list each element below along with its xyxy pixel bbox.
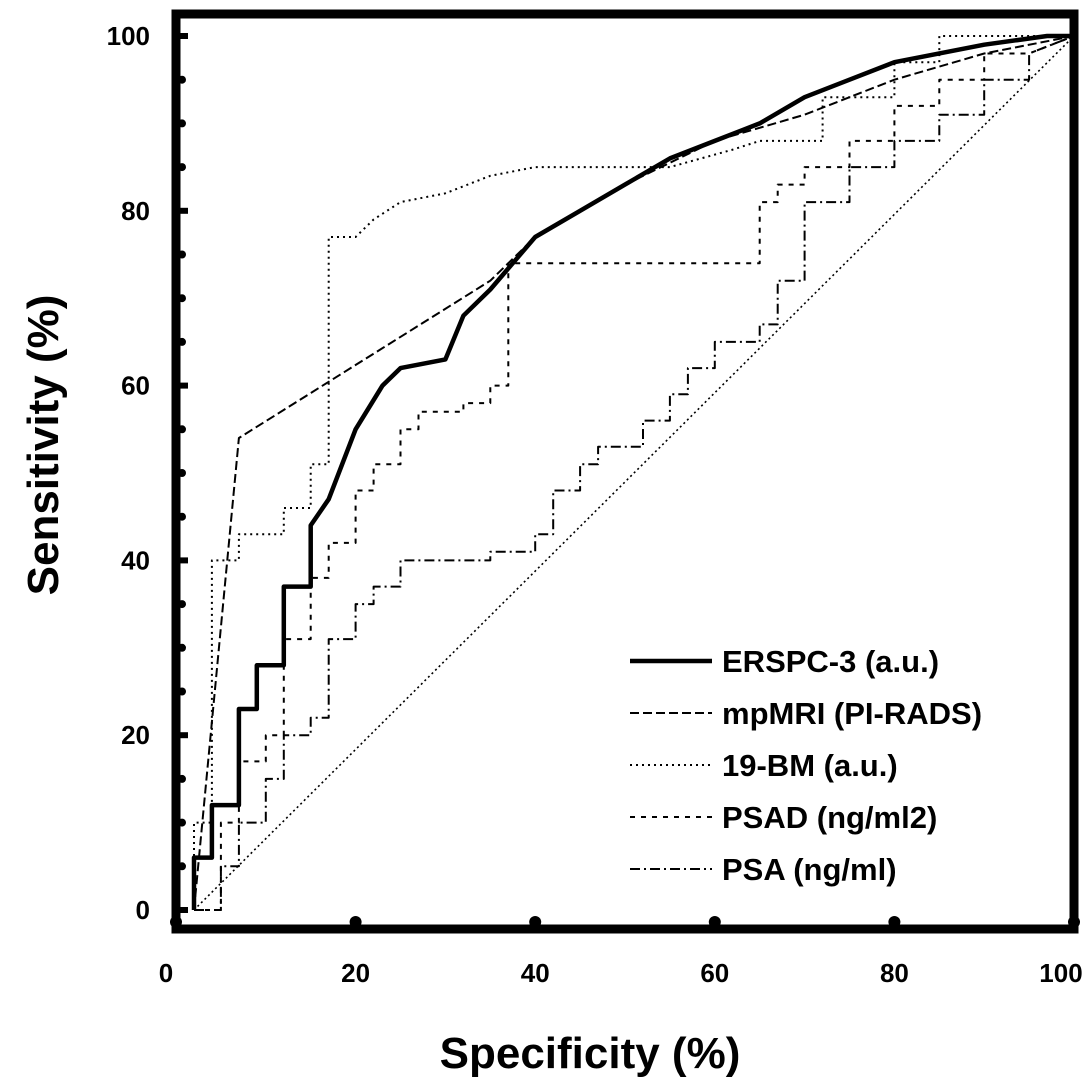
x-tick-label: 40 [521, 958, 550, 988]
x-tick-label: 80 [880, 958, 909, 988]
legend-label-1: mpMRI (PI-RADS) [722, 696, 982, 731]
y-minor-tick [178, 862, 186, 871]
x-tick-mark [708, 916, 721, 928]
legend-label-3: PSAD (ng/ml2) [722, 800, 937, 835]
y-minor-tick [178, 119, 186, 128]
x-tick-label: 0 [159, 958, 173, 988]
y-axis-title: Sensitivity (%) [19, 295, 68, 596]
series-line-0 [191, 33, 1074, 910]
y-minor-tick [178, 337, 186, 346]
y-minor-tick [178, 469, 186, 477]
y-tick-label: 40 [121, 545, 150, 575]
y-tick-label: 20 [121, 720, 150, 750]
legend-label-4: PSA (ng/ml) [722, 852, 897, 887]
x-tick-mark [529, 916, 542, 928]
y-minor-tick [178, 163, 186, 172]
legend-label-2: 19-BM (a.u.) [722, 748, 898, 783]
x-tick-mark [170, 916, 182, 928]
y-axis-ticks: 0 20 40 60 80 100 [107, 21, 188, 925]
y-minor-tick [178, 774, 186, 783]
x-tick-label: 100 [1039, 958, 1082, 988]
y-minor-tick [178, 600, 186, 609]
y-tick-label: 100 [107, 21, 150, 51]
x-axis-title: Specificity (%) [440, 1029, 741, 1078]
y-tick-label: 60 [121, 371, 150, 401]
x-tick-mark [888, 916, 901, 928]
reference-diagonal [193, 35, 1074, 911]
series-layer [191, 33, 1074, 911]
x-tick-label: 20 [341, 958, 370, 988]
y-minor-tick [178, 294, 186, 303]
x-tick-label: 60 [700, 958, 729, 988]
y-minor-tick [178, 643, 186, 652]
y-minor-tick [178, 687, 186, 696]
legend: ERSPC-3 (a.u.) mpMRI (PI-RADS) 19-BM (a.u.… [630, 644, 982, 887]
x-tick-mark [349, 916, 362, 928]
y-minor-tick [178, 250, 186, 259]
y-minor-tick [178, 512, 186, 521]
series-line-3 [194, 35, 1074, 911]
y-tick-label: 0 [136, 895, 150, 925]
y-minor-tick [178, 818, 186, 827]
y-tick-label: 80 [121, 196, 150, 226]
legend-label-0: ERSPC-3 (a.u.) [722, 644, 939, 679]
y-minor-tick [178, 75, 186, 84]
x-tick-mark [1068, 916, 1080, 928]
x-axis-ticks: 0 20 40 60 80 100 [159, 916, 1083, 988]
plot-frame [171, 9, 1079, 934]
series-line-4 [194, 35, 1074, 911]
y-minor-tick [178, 425, 186, 434]
